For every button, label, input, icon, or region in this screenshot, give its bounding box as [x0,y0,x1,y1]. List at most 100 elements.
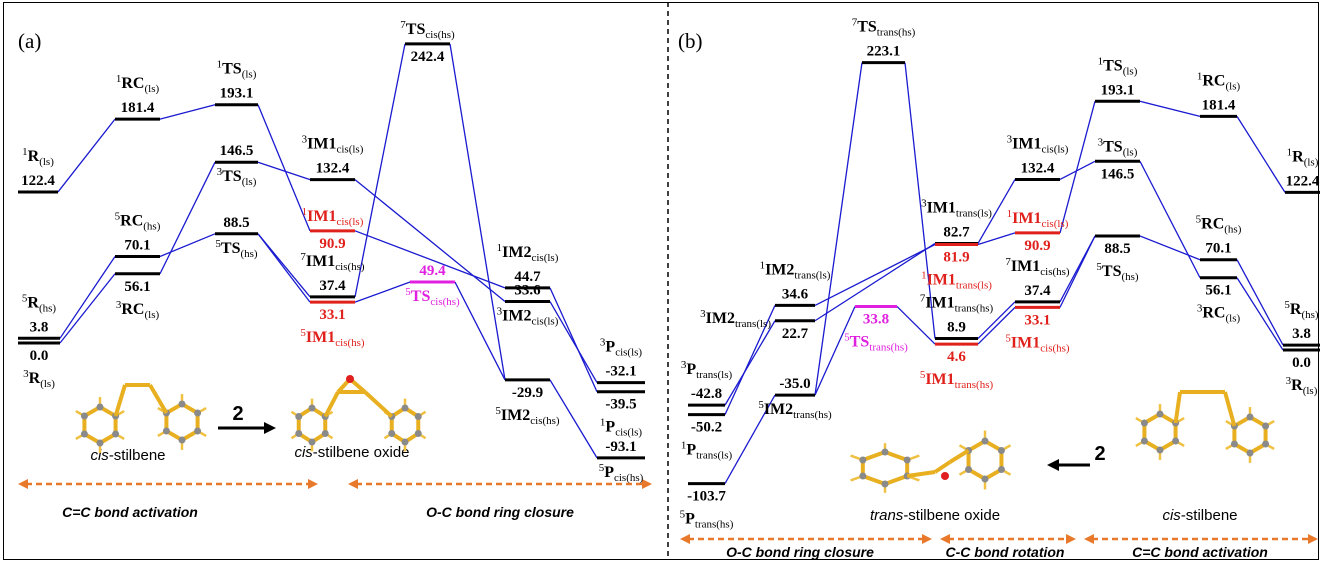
energy-value: 33.1 [1024,312,1050,328]
molecule-atom [1172,438,1179,445]
energy-value: 70.1 [1205,241,1231,257]
level-label: 3TS(ls) [217,166,257,188]
species-name: P [686,361,696,378]
species-name: TS [406,21,426,38]
molecule-atom [1262,441,1269,448]
species-name: IM1 [927,272,956,289]
species-subscript: cis(hs) [335,337,365,349]
energy-value: 56.1 [124,279,150,295]
connector [160,162,215,274]
species-name: TS [857,19,877,36]
species-name: RC [1202,305,1225,322]
energy-value: 33.1 [319,307,345,323]
molecule-atom [112,431,119,438]
level-label: 3Pcis(ls) [600,337,643,359]
level-label: 1RC(ls) [116,73,160,95]
level-label: 3R(ls) [23,368,55,390]
species-subscript: cis(ls) [336,216,363,228]
stage-label: C=C bond activation [1132,544,1268,560]
species-name: RC [121,75,144,92]
stage-label: C=C bond activation [62,504,198,520]
species-subscript: (hs) [1121,271,1138,283]
level-label: 5TScis(hs) [405,286,460,308]
connector [897,306,935,344]
caption-text: -stilbene [109,447,166,464]
molecule-atom [163,428,170,435]
molecule-ring [1234,417,1265,453]
level-label: 3TS(ls) [1098,136,1138,158]
molecule-bond [365,392,392,417]
molecule-ring [1144,414,1175,450]
energy-value: -39.5 [605,397,636,413]
molecule-atom [904,457,911,464]
energy-value: 193.1 [220,86,254,102]
level-label: 1IM1cis(ls) [1007,208,1069,230]
energy-value: 3.8 [30,319,49,335]
energy-value: 33.6 [514,283,541,299]
molecule-bond [907,472,935,476]
level-label: 3IM1cis(ls) [1007,133,1069,155]
species-name: TS [1103,57,1123,74]
energy-value: 193.1 [1101,82,1135,98]
level-label: 5TStrans(hs) [844,331,908,353]
energy-value: 0.0 [30,348,49,364]
species-subscript: trans(hs) [955,303,994,315]
species-subscript: (ls) [1123,65,1138,77]
species-name: TS [222,61,242,78]
molecule-atom [322,430,329,437]
energy-value: 181.4 [1202,97,1236,113]
connector [550,288,597,392]
level-label: 1R(ls) [22,146,54,168]
species-name: R [28,148,40,165]
species-subscript: (hs) [1224,224,1241,236]
species-subscript: (ls) [242,176,257,188]
reaction-number: 2 [232,403,243,425]
molecule-atom [97,404,104,411]
species-name: IM1 [1011,334,1040,351]
connector [1237,260,1283,345]
molecule-atom [309,439,316,446]
species-subscript: cis(ls) [336,144,363,156]
species-name: RC [1201,216,1224,233]
species-subscript: (ls) [39,156,54,168]
species-subscript: cis(hs) [430,296,460,308]
connector [1237,278,1283,350]
connector [160,105,215,119]
species-subscript: trans(hs) [869,341,908,353]
energy-value: -29.9 [512,385,543,401]
energy-value: -42.8 [691,386,722,402]
species-subscript: cis(hs) [1040,266,1070,278]
energy-value: 132.4 [1021,160,1055,176]
molecule-atom [415,430,422,437]
energy-value: 88.5 [1104,241,1130,257]
energy-value: 34.6 [782,286,809,302]
species-name: R [27,294,39,311]
molecule-atom [388,430,395,437]
connector [1060,161,1095,179]
level-label: 1IM2cis(ls) [497,242,559,264]
connector [258,162,310,179]
energy-value: 81.9 [943,250,969,266]
panel-tag: (a) [18,29,41,53]
species-subscript: cis(hs) [335,261,365,273]
species-subscript: (hs) [143,220,160,232]
level-label: 5IM1cis(hs) [1005,332,1069,354]
level-label: 5IM2cis(hs) [495,405,559,427]
species-name: IM1 [1011,258,1040,275]
molecule-atom [194,428,201,435]
level-label: 5R(hs) [1284,299,1319,321]
species-name: IM2 [765,261,794,278]
molecule-atom [194,410,201,417]
connector [258,234,310,297]
molecule-atom [97,440,104,447]
arrow-head [264,422,276,434]
level-label: 3RC(ls) [116,299,160,321]
molecule-atom [998,466,1005,473]
arrow-head [1084,534,1094,544]
species-name: TS [1103,138,1123,155]
level-label: 3Ptrans(ls) [681,359,733,381]
species-subscript: trans(hs) [695,519,734,531]
molecule-atom [1262,423,1269,430]
level-label: 1Ptrans(ls) [681,440,733,462]
species-name: IM1 [1012,135,1041,152]
